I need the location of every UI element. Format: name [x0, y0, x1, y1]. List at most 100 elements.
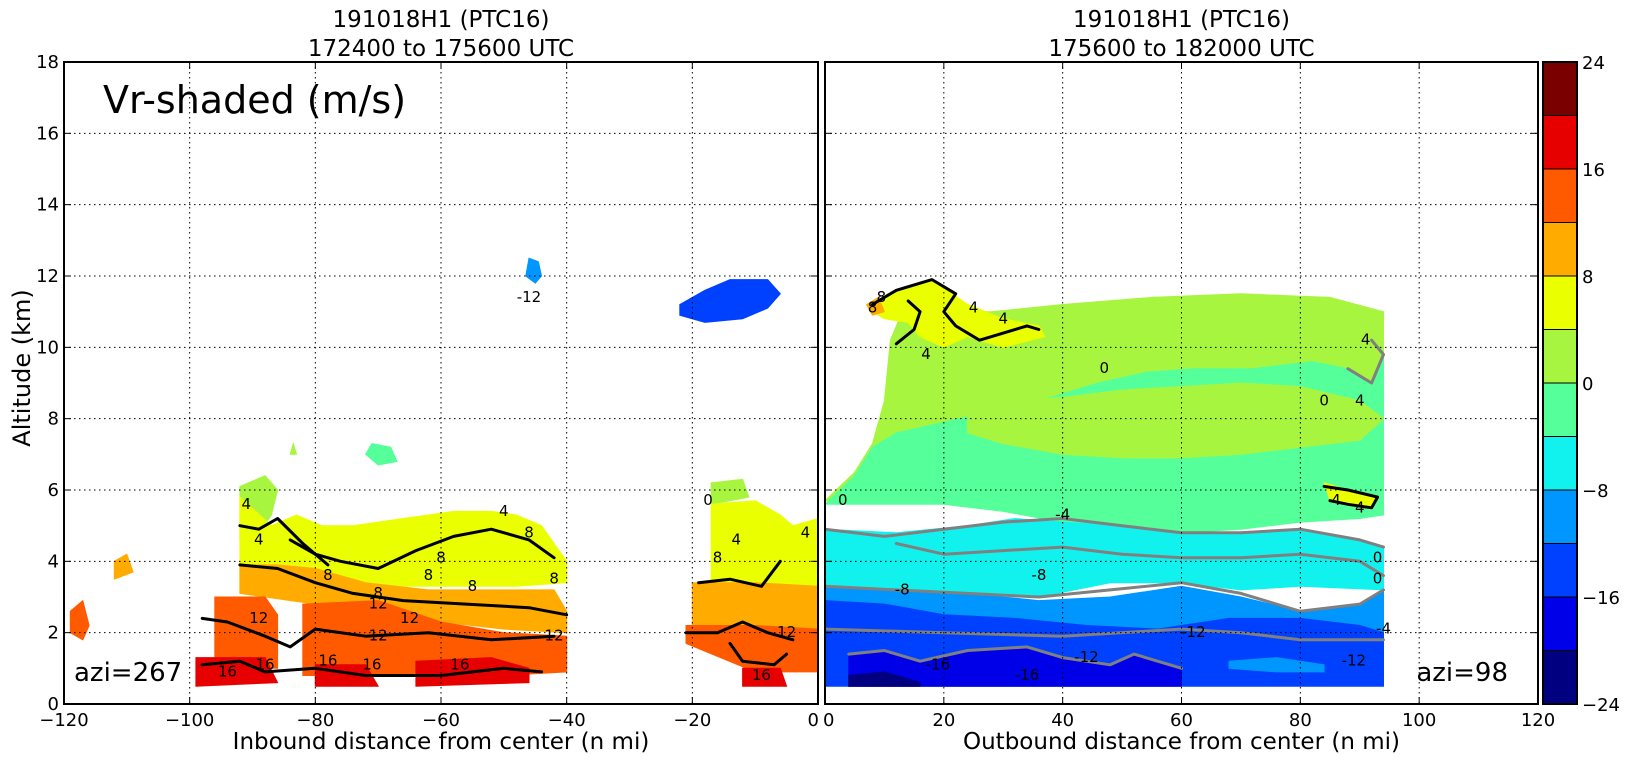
- y-tick-label: 4: [48, 551, 59, 572]
- contour-label: -12: [1074, 648, 1099, 666]
- contour-label: 12: [777, 623, 796, 641]
- contour-line: [728, 641, 789, 667]
- contour-label: 0: [1099, 359, 1109, 377]
- contour-label: 12: [545, 627, 564, 645]
- contour-label: -4: [1376, 620, 1391, 638]
- x-tick-label: −60: [422, 710, 460, 731]
- contour-label: 16: [362, 655, 381, 673]
- colorbar-segment: [1543, 329, 1577, 384]
- colorbar-tick-label: 16: [1582, 160, 1605, 181]
- azimuth-label: azi=267: [74, 658, 182, 688]
- contour-line: [871, 278, 1041, 342]
- contour-label: 8: [373, 584, 383, 602]
- colorbar-segment: [1543, 62, 1577, 116]
- contour-line: [825, 517, 1385, 549]
- colorbar-segment: [1543, 436, 1577, 491]
- contour-label: 8: [549, 570, 559, 588]
- shaded-region: [679, 279, 781, 323]
- contour-label: 16: [752, 666, 771, 684]
- y-tick-label: 12: [36, 266, 59, 287]
- colorbar-tick-label: −8: [1582, 481, 1609, 502]
- contour-label: 0: [703, 491, 713, 509]
- colorbar-segment: [1543, 169, 1577, 223]
- x-tick-label: −100: [165, 710, 214, 731]
- contour-label: 4: [969, 299, 979, 317]
- contour-line: [894, 542, 1385, 578]
- contour-line: [894, 299, 922, 346]
- shaded-region: [69, 599, 90, 641]
- x-axis-label: Inbound distance from center (n mi): [233, 729, 650, 755]
- contour-line: [200, 659, 543, 677]
- x-tick-label: 60: [1170, 710, 1193, 731]
- colorbar-segment: [1543, 490, 1577, 544]
- contour-label: -12: [1181, 623, 1206, 641]
- colorbar-tick-label: −16: [1582, 588, 1620, 609]
- colorbar: 24 16 8 0 −8 −16 −24: [1542, 53, 1620, 716]
- y-tick-label: 0: [48, 694, 59, 715]
- contour-label: 0: [838, 491, 848, 509]
- contour-label: 16: [450, 655, 469, 673]
- x-tick-label: −80: [296, 710, 334, 731]
- x-tick-label: 100: [1402, 710, 1436, 731]
- contour-label: 4: [1331, 491, 1341, 509]
- y-tick-label: 6: [48, 480, 59, 501]
- y-tick-label: 18: [36, 52, 59, 73]
- x-tick-label: −40: [548, 710, 586, 731]
- contour-label: 4: [801, 523, 811, 541]
- contour-label: 8: [524, 523, 534, 541]
- colorbar-segment: [1543, 115, 1577, 170]
- contour-line: [1346, 338, 1385, 385]
- contour-label: -8: [895, 580, 910, 598]
- shaded-region: [865, 296, 886, 316]
- panel-title: 191018H1 (PTC16): [1073, 7, 1290, 33]
- colorbar-segment: [1543, 597, 1577, 651]
- contour-line: [847, 645, 1183, 670]
- colorbar-segment: [1543, 276, 1577, 330]
- shaded-region: [289, 441, 298, 455]
- x-tick-label: 40: [1051, 710, 1074, 731]
- contour-label: 4: [241, 495, 251, 513]
- shading-annotation: Vr-shaded (m/s): [103, 78, 406, 122]
- azimuth-label: azi=98: [1416, 658, 1508, 688]
- contour-label: 12: [369, 595, 388, 613]
- contour-label: -12: [517, 288, 542, 306]
- colorbar-tick-label: 0: [1582, 374, 1593, 395]
- colorbar-tick-label: −24: [1582, 695, 1620, 716]
- contour-label: 0: [1319, 391, 1329, 409]
- grid: [825, 62, 1538, 704]
- contour-label: 4: [921, 345, 931, 363]
- colorbar-segment: [1543, 222, 1577, 277]
- colorbar-segment: [1543, 543, 1577, 598]
- colorbar-segment: [1543, 383, 1577, 437]
- contour-label: -16: [926, 655, 951, 673]
- shaded-region: [525, 257, 543, 284]
- x-tick-label: −120: [39, 710, 88, 731]
- y-tick-label: 8: [48, 409, 59, 430]
- contour-label: 4: [1361, 331, 1371, 349]
- panel-title: 191018H1 (PTC16): [333, 7, 550, 33]
- x-axis-label: Outbound distance from center (n mi): [963, 729, 1400, 755]
- contour-label: 16: [256, 655, 275, 673]
- contour-label: -4: [1055, 505, 1070, 523]
- contour-label: 4: [998, 309, 1008, 327]
- contour-label: 16: [318, 652, 337, 670]
- x-tick-label: 120: [1521, 710, 1555, 731]
- y-tick-label: 2: [48, 623, 59, 644]
- shaded-region: [113, 553, 134, 580]
- contour-label: 4: [1355, 391, 1365, 409]
- x-tick-label: 0: [823, 710, 834, 731]
- contour-label: 8: [713, 548, 723, 566]
- contour-line: [825, 581, 1385, 613]
- colorbar-segment: [1543, 650, 1577, 705]
- contour-label: -8: [1031, 566, 1046, 584]
- contour-label: 4: [254, 530, 264, 548]
- contour-label: 8: [868, 299, 878, 317]
- y-tick-label: 16: [36, 123, 59, 144]
- contour-line: [684, 620, 795, 642]
- x-tick-label: −20: [673, 710, 711, 731]
- contour-label: 8: [424, 566, 434, 584]
